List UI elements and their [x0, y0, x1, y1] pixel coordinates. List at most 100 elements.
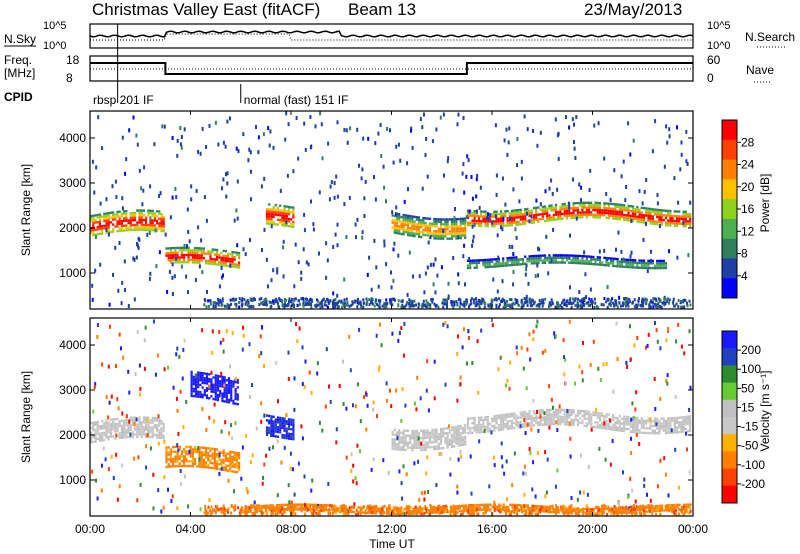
scatter-cell — [439, 227, 443, 231]
scatter-cell — [210, 387, 213, 391]
noise-cell — [169, 215, 172, 220]
ground-cell — [383, 305, 386, 309]
scatter-cell — [156, 214, 159, 218]
scatter-cell — [590, 262, 593, 266]
scatter-cell — [484, 224, 487, 228]
noise-cell — [443, 173, 445, 178]
scatter-cell — [107, 435, 110, 439]
scatter-cell — [402, 441, 405, 444]
noise-cell — [399, 158, 402, 163]
noise-cell — [386, 127, 389, 131]
scatter-cell — [194, 387, 198, 391]
scatter-cell — [207, 466, 210, 469]
scatter-cell — [165, 446, 168, 449]
scatter-cell — [548, 420, 551, 424]
noise-cell — [206, 289, 208, 294]
scatter-cell — [194, 256, 197, 259]
scatter-cell — [559, 215, 562, 218]
scatter-cell — [160, 220, 163, 223]
noise-cell — [635, 390, 638, 395]
scatter-cell — [642, 426, 646, 430]
scatter-cell — [513, 214, 516, 217]
scatter-cell — [543, 207, 547, 211]
ground-cell — [253, 297, 255, 301]
scatter-cell — [634, 261, 637, 264]
scatter-cell — [457, 437, 460, 440]
scatter-cell — [506, 259, 509, 262]
scatter-cell — [167, 451, 170, 454]
scatter-cell — [581, 201, 584, 205]
scatter-cell — [114, 425, 117, 428]
scatter-cell — [662, 259, 665, 263]
ground-cell — [301, 297, 304, 301]
scatter-cell — [131, 216, 134, 220]
scatter-cell — [486, 420, 489, 423]
scatter-cell — [151, 209, 154, 213]
scatter-cell — [233, 458, 236, 461]
scatter-cell — [541, 418, 544, 422]
noise-cell — [536, 263, 539, 268]
scatter-cell — [631, 214, 635, 218]
scatter-cell — [270, 422, 273, 425]
noise-cell — [242, 247, 245, 252]
noise-cell — [307, 262, 310, 267]
scatter-cell — [123, 421, 126, 425]
scatter-cell — [219, 380, 222, 383]
scatter-cell — [480, 503, 483, 507]
scatter-cell — [393, 445, 396, 448]
scatter-cell — [605, 427, 608, 430]
scatter-cell — [594, 411, 597, 414]
noise-cell — [276, 270, 279, 275]
noise-cell — [112, 272, 114, 277]
ground-cell — [688, 299, 691, 303]
scatter-cell — [609, 214, 613, 217]
scatter-cell — [156, 226, 159, 230]
scatter-cell — [103, 215, 106, 218]
scatter-cell — [205, 456, 208, 459]
scatter-cell — [292, 438, 295, 441]
scatter-cell — [587, 417, 591, 421]
scatter-cell — [408, 507, 411, 511]
scatter-cell — [572, 206, 575, 210]
scatter-cell — [145, 433, 148, 436]
scatter-cell — [510, 214, 514, 217]
scatter-cell — [473, 217, 476, 220]
scatter-cell — [129, 216, 132, 220]
noise-cell — [173, 274, 176, 279]
noise-cell — [318, 190, 321, 195]
scatter-cell — [504, 425, 507, 428]
scatter-cell — [612, 264, 615, 268]
scatter-cell — [656, 417, 659, 420]
noise-cell — [461, 171, 464, 176]
scatter-cell — [151, 212, 154, 215]
scatter-cell — [656, 507, 659, 510]
scatter-cell — [101, 436, 104, 440]
noise-cell — [133, 297, 136, 302]
scatter-cell — [149, 428, 152, 431]
colorbar-swatch — [722, 139, 737, 161]
scatter-cell — [583, 211, 586, 214]
scatter-cell — [684, 210, 687, 213]
noise-cell — [431, 139, 434, 144]
scatter-cell — [455, 222, 458, 226]
scatter-cell — [640, 419, 643, 422]
scatter-cell — [222, 264, 225, 267]
scatter-cell — [107, 421, 110, 424]
scatter-cell — [581, 262, 584, 265]
ground-cell — [609, 304, 612, 308]
scatter-cell — [270, 417, 273, 420]
scatter-cell — [232, 380, 235, 383]
noise-cell — [171, 262, 174, 267]
ground-cell — [272, 301, 275, 305]
noise-cell — [179, 125, 182, 130]
scatter-cell — [469, 429, 472, 432]
scatter-cell — [202, 451, 205, 454]
ground-cell — [466, 299, 468, 303]
scatter-cell — [553, 511, 556, 514]
scatter-cell — [461, 232, 465, 235]
scatter-cell — [614, 421, 617, 424]
scatter-cell — [678, 430, 681, 434]
scatter-cell — [198, 254, 201, 257]
scatter-cell — [497, 262, 500, 265]
scatter-cell — [428, 227, 432, 230]
